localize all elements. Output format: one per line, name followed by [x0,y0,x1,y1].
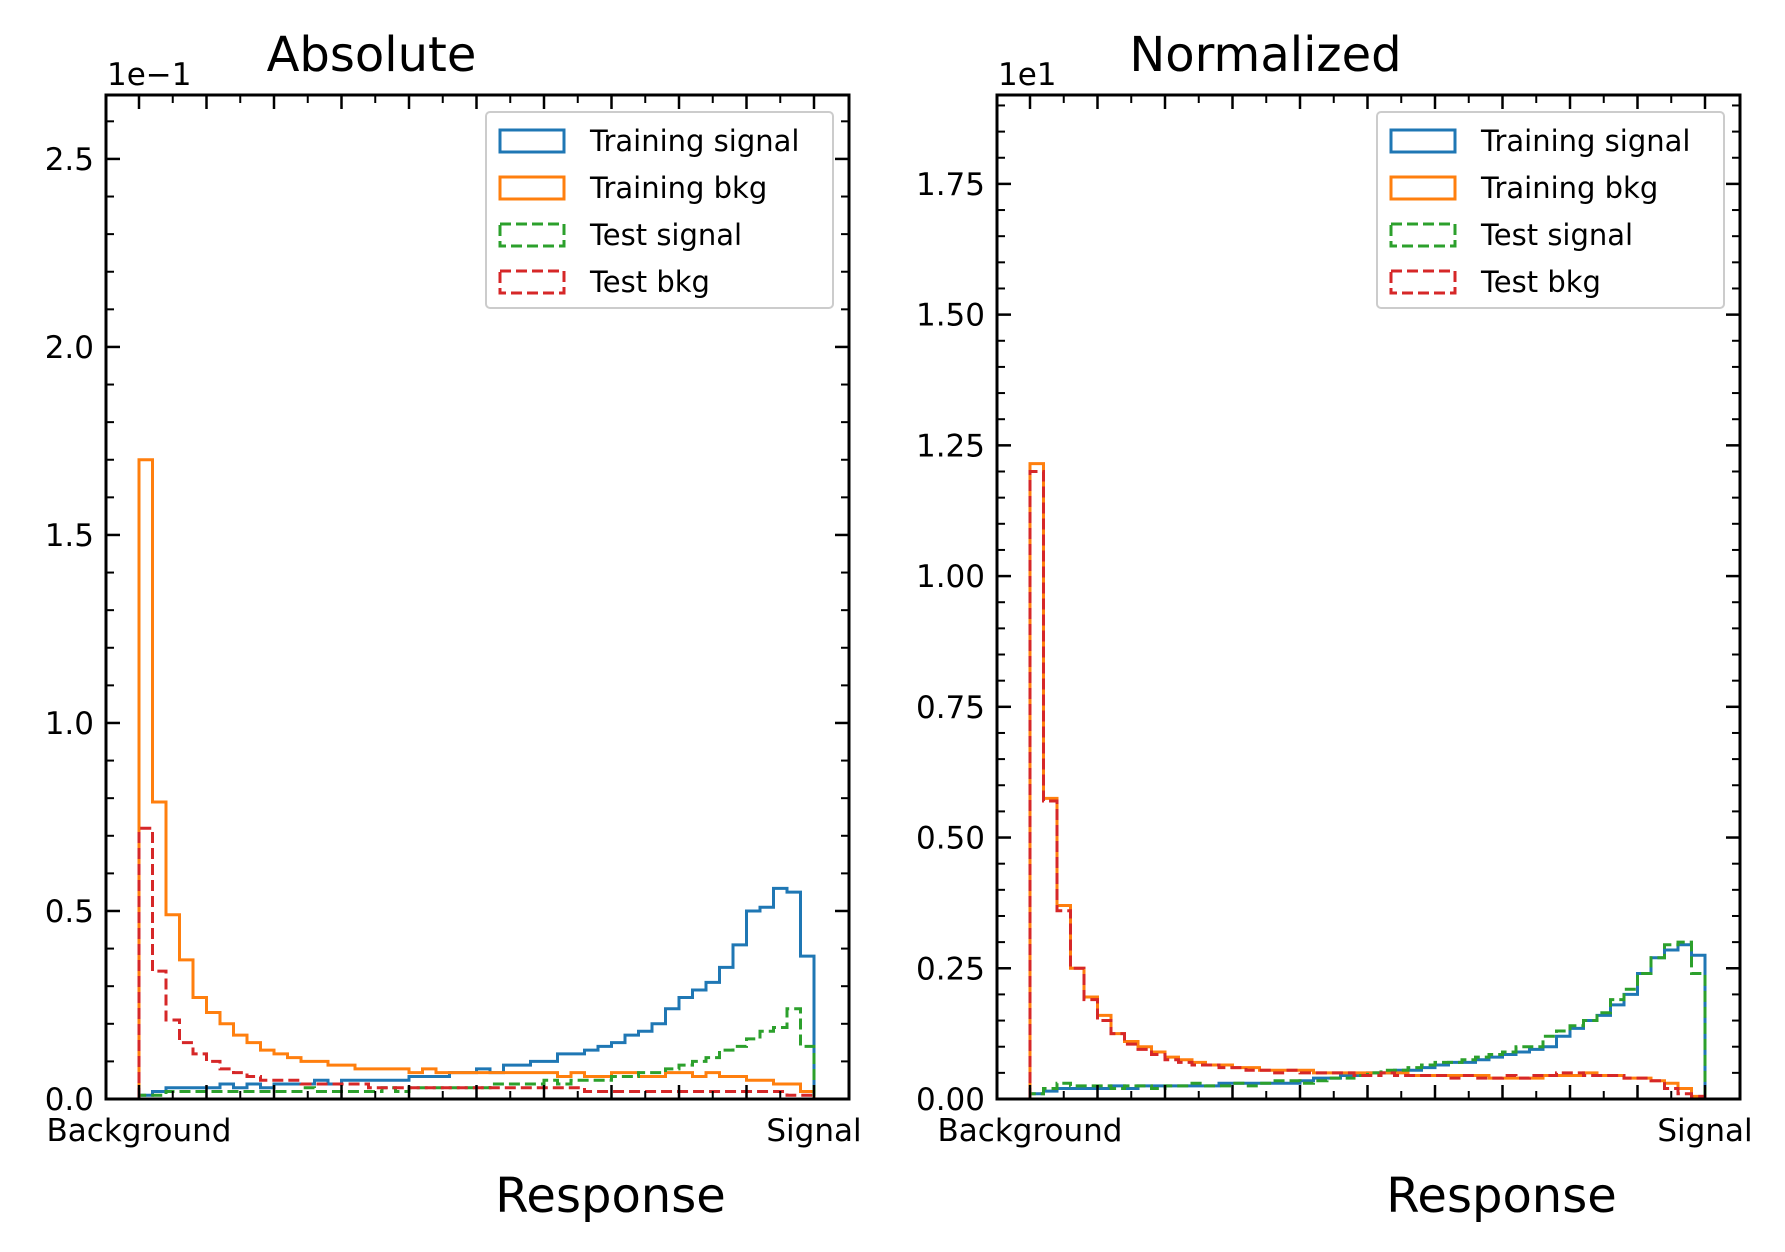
y-tick-label: 1.5 [45,518,94,554]
legend-swatch [1389,269,1457,295]
series-line-test-bkg [137,826,816,1099]
legend-swatch [498,175,566,201]
y-tick-label: 0.0 [45,1082,94,1118]
y-tick-label: 0.50 [916,821,985,857]
legend: Training signal Training bkg Test signal Te… [1376,111,1725,309]
legend-box [1376,111,1725,309]
legend-swatch [498,222,566,248]
legend-swatch [498,128,566,154]
legend-swatch [498,269,566,295]
series-line-training-signal [137,886,816,1099]
series-line-training-bkg [137,458,816,1099]
x-axis-label: Response [495,1168,726,1224]
y-tick-label: 0.5 [45,894,94,930]
y-tick-label: 0.00 [916,1082,985,1118]
legend-swatch [1389,222,1457,248]
x-axis-label: Response [1386,1168,1617,1224]
y-tick-label: 1.75 [916,167,985,203]
y-tick-label: 1.50 [916,298,985,334]
y-tick-label: 0.75 [916,690,985,726]
legend-swatch [1389,175,1457,201]
y-tick-label: 1.00 [916,559,985,595]
panel-title: Normalized [1129,27,1401,83]
legend-entry-label: Test bkg [589,265,710,299]
y-tick-label: 1.0 [45,706,94,742]
legend: Training signal Training bkg Test signal Te… [485,111,834,309]
x-tick-label-signal: Signal [766,1113,861,1149]
panel-1: 0.0 0.5 1.0 1.5 2.0 2.5 Background Signal Respon… [45,27,862,1224]
y-tick-label: 0.25 [916,951,985,987]
legend-entry-label: Training bkg [1480,171,1658,205]
legend-entry-label: Training bkg [589,171,767,205]
legend-swatch [1389,128,1457,154]
series-line-test-signal [137,1007,816,1099]
x-tick-label-signal: Signal [1657,1113,1752,1149]
legend-entry-label: Test signal [589,218,742,252]
y-offset-label: 1e−1 [107,57,192,93]
y-tick-label: 1.25 [916,428,985,464]
legend-entry-label: Test bkg [1480,265,1601,299]
x-tick-label-background: Background [938,1113,1123,1149]
legend-entry-label: Test signal [1480,218,1633,252]
y-tick-label: 2.0 [45,330,94,366]
panel-title: Absolute [267,27,477,83]
legend-entry-label: Training signal [589,124,799,158]
x-tick-label-background: Background [47,1113,232,1149]
legend-box [485,111,834,309]
y-offset-label: 1e1 [998,57,1057,93]
legend-entry-label: Training signal [1480,124,1690,158]
series-line-test-bkg [1028,470,1707,1099]
y-tick-label: 2.5 [45,142,94,178]
panel-2: 0.00 0.25 0.50 0.75 1.00 1.25 1.50 1.75 Backgrou… [916,27,1753,1224]
